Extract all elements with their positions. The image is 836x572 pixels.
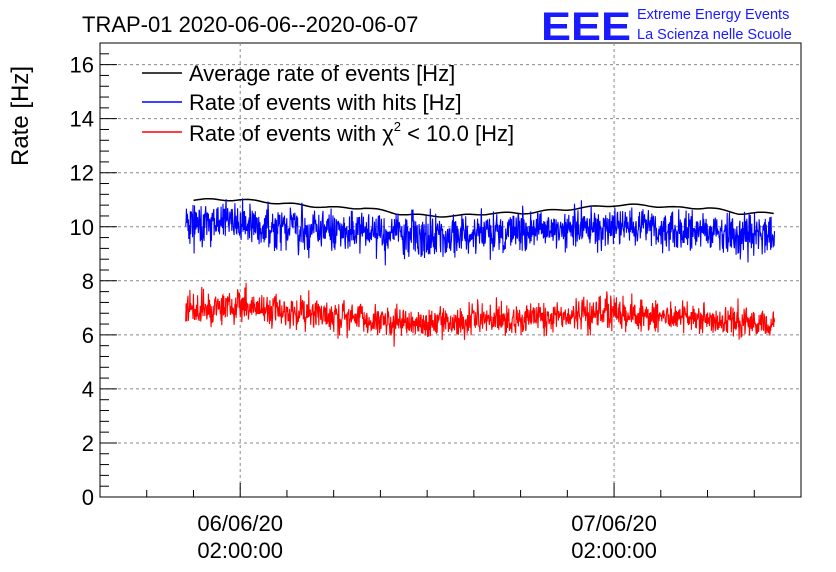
y-axis-label: Rate [Hz] [7,66,34,166]
series-line-chi2 [185,282,776,347]
legend-label-hits: Rate of events with hits [Hz] [189,90,462,115]
y-tick-label: 2 [82,431,94,456]
series-line-average [193,197,774,218]
y-tick-label: 4 [82,377,94,402]
logo-line-1: Extreme Energy Events [637,7,789,23]
y-tick-label: 8 [82,269,94,294]
x-tick-label-date: 07/06/20 [571,511,657,536]
y-tick-label: 16 [70,53,94,78]
eee-logo: EEE Extreme Energy Events La Scienza nel… [541,5,792,49]
x-tick-label-date: 06/06/20 [197,511,283,536]
axis-ticks: 024681012141606/06/2002:00:0007/06/2002:… [70,53,755,563]
series-layer [185,197,776,347]
chart-title: TRAP-01 2020-06-06--2020-06-07 [82,12,418,37]
legend-label-chi2: Rate of events with χ2 < 10.0 [Hz] [189,119,514,146]
x-tick-label-time: 02:00:00 [197,538,283,563]
x-tick-label-time: 02:00:00 [571,538,657,563]
logo-line-2: La Scienza nelle Scuole [637,27,792,43]
y-tick-label: 12 [70,161,94,186]
y-tick-label: 6 [82,323,94,348]
y-tick-label: 10 [70,215,94,240]
logo-letters: EEE [541,5,631,49]
y-tick-label: 0 [82,485,94,510]
series-line-hits [185,198,776,266]
y-tick-label: 14 [70,107,94,132]
legend: Average rate of events [Hz] Rate of even… [142,61,514,146]
legend-label-average: Average rate of events [Hz] [189,61,455,86]
